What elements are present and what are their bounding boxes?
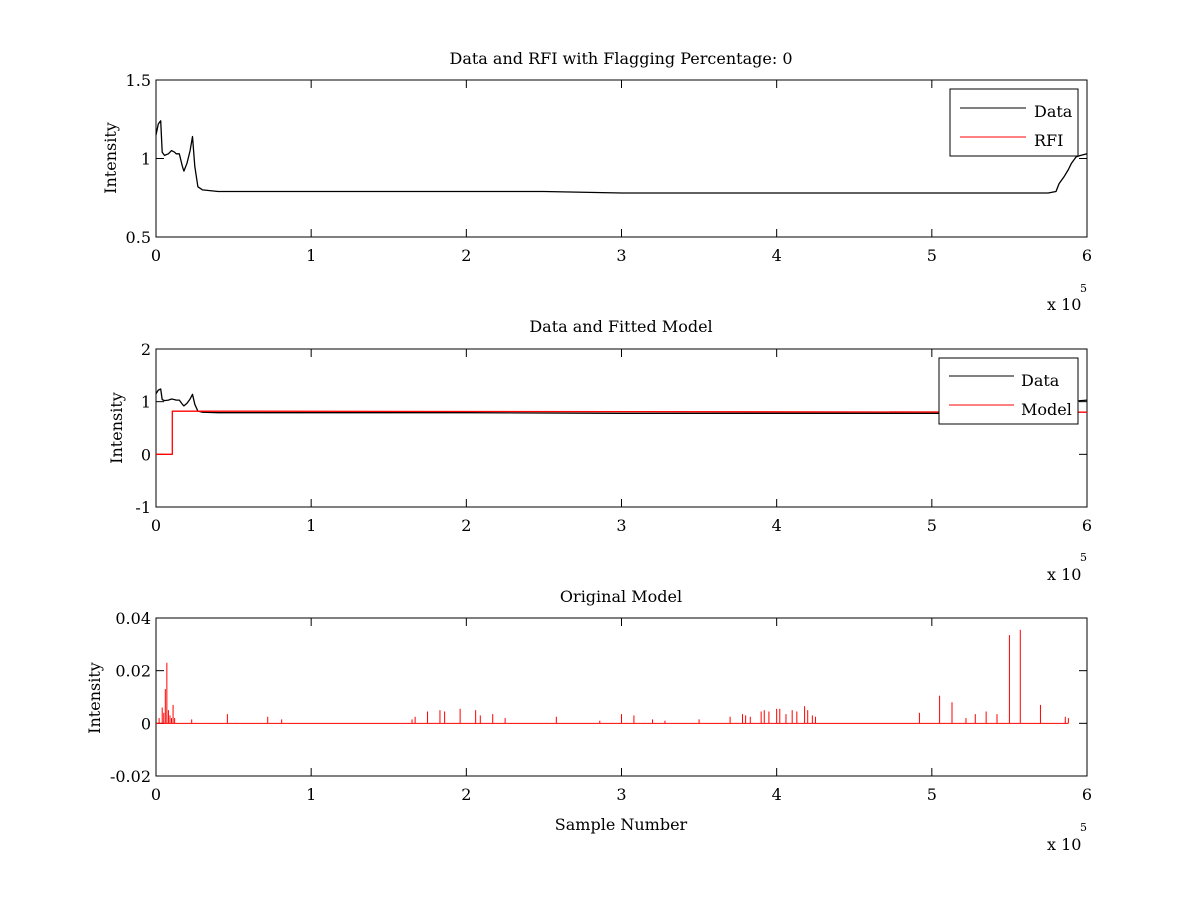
y-tick-label: 0 xyxy=(141,445,151,464)
y-tick-label: 0.5 xyxy=(126,228,151,247)
y-tick-label: 0.04 xyxy=(115,609,151,628)
panel-original-model: Original Model Intensity Sample Number 0… xyxy=(85,587,1092,854)
legend-box xyxy=(938,357,1079,425)
x-tick-label: 4 xyxy=(772,516,782,535)
legend-label-model: Model xyxy=(1021,400,1072,419)
x-tick-label: 1 xyxy=(306,246,316,265)
x-tick-label: 6 xyxy=(1082,516,1092,535)
series-line-data xyxy=(155,120,1088,194)
x-multiplier-base: x 10 xyxy=(1047,295,1081,314)
y-axis-label: Intensity xyxy=(85,662,104,734)
y-tick-label: 1 xyxy=(141,393,151,412)
legend-box xyxy=(949,88,1079,157)
axes-box xyxy=(155,79,1088,238)
legend-label-rfi: RFI xyxy=(1034,131,1063,150)
axes-box xyxy=(155,348,1088,508)
x-multiplier-exponent: 5 xyxy=(1080,821,1087,834)
panel-data-and-rfi: Data and RFI with Flagging Percentage: 0… xyxy=(101,49,1092,314)
x-tick-label: 5 xyxy=(927,785,937,804)
legend-label-data: Data xyxy=(1034,102,1073,121)
y-tick-label: 1 xyxy=(141,150,151,169)
x-tick-label: 2 xyxy=(461,785,471,804)
chart-title: Original Model xyxy=(560,587,682,606)
y-axis-label: Intensity xyxy=(101,122,120,194)
x-tick-label: 1 xyxy=(306,785,316,804)
chart-title: Data and Fitted Model xyxy=(529,317,712,336)
x-tick-label: 4 xyxy=(772,785,782,804)
x-multiplier-exponent: 5 xyxy=(1080,282,1087,295)
legend: Data RFI xyxy=(949,88,1079,157)
x-tick-label: 2 xyxy=(461,246,471,265)
series-line-model xyxy=(156,410,1088,455)
y-tick-label: 2 xyxy=(141,340,151,359)
x-tick-label: 6 xyxy=(1082,785,1092,804)
x-tick-label: 0 xyxy=(151,246,161,265)
x-tick-label: 0 xyxy=(151,516,161,535)
axes-box xyxy=(155,617,1088,777)
y-axis-label: Intensity xyxy=(107,392,126,464)
x-multiplier-base: x 10 xyxy=(1047,835,1081,854)
y-tick-label: -1 xyxy=(135,498,151,517)
plot-area: 0 1 2 3 4 5 6 0.5 1 1.5 xyxy=(126,71,1093,265)
y-tick-label: 1.5 xyxy=(126,71,151,90)
y-tick-label: 0.02 xyxy=(115,662,151,681)
x-multiplier-base: x 10 xyxy=(1047,565,1081,584)
x-tick-label: 0 xyxy=(151,785,161,804)
x-tick-label: 5 xyxy=(927,516,937,535)
y-tick-label: -0.02 xyxy=(110,767,151,786)
x-tick-label: 3 xyxy=(616,246,626,265)
x-tick-label: 1 xyxy=(306,516,316,535)
x-tick-label: 3 xyxy=(616,785,626,804)
x-multiplier-exponent: 5 xyxy=(1080,551,1087,564)
panel-data-and-fitted-model: Data and Fitted Model Intensity 0 1 2 3 4 5 6 -… xyxy=(107,317,1092,584)
x-axis-label: Sample Number xyxy=(555,815,688,834)
y-tick-label: 0 xyxy=(141,714,151,733)
x-tick-label: 5 xyxy=(927,246,937,265)
x-tick-label: 4 xyxy=(772,246,782,265)
x-tick-label: 6 xyxy=(1082,246,1092,265)
legend: Data Model xyxy=(938,357,1079,425)
chart-title: Data and RFI with Flagging Percentage: 0 xyxy=(449,49,792,68)
x-tick-label: 2 xyxy=(461,516,471,535)
legend-label-data: Data xyxy=(1021,371,1060,390)
x-tick-label: 3 xyxy=(616,516,626,535)
